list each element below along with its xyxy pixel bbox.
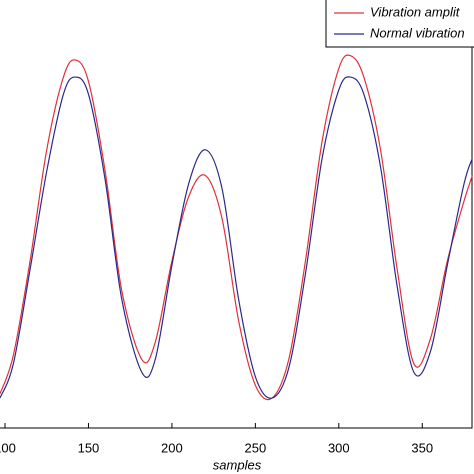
x-tick-label: 150 xyxy=(78,440,100,455)
series-line xyxy=(0,54,473,401)
x-tick-label: 350 xyxy=(411,440,433,455)
legend-label: Vibration amplit xyxy=(370,4,461,19)
x-tick-label: 200 xyxy=(161,440,183,455)
plot-frame xyxy=(0,0,473,429)
x-tick-label: 100 xyxy=(0,440,16,455)
x-axis-label: samples xyxy=(213,457,262,472)
legend-label: Normal vibration xyxy=(370,25,465,40)
legend-box xyxy=(325,0,474,48)
x-tick-label: 250 xyxy=(245,440,267,455)
x-tick-label: 300 xyxy=(328,440,350,455)
series-line xyxy=(0,76,473,399)
